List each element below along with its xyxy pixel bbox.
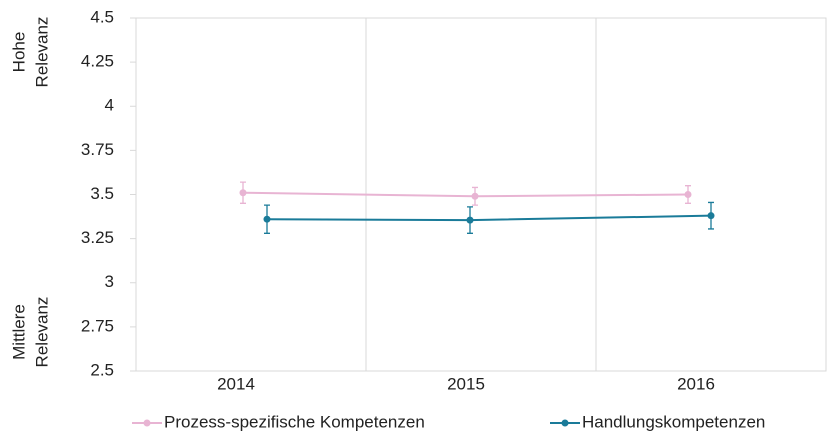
plot-frame xyxy=(135,17,827,372)
y-axis-label: Relevanz xyxy=(32,297,51,368)
legend-marker xyxy=(143,419,151,427)
line xyxy=(242,191,689,198)
line xyxy=(266,214,712,222)
y-tick-label: 3.75 xyxy=(81,140,114,159)
x-tick-label: 2016 xyxy=(677,374,715,393)
legend-label: Handlungskompetenzen xyxy=(582,412,765,431)
y-tick-label: 4.25 xyxy=(81,52,114,71)
point xyxy=(239,189,247,197)
y-tick-label: 4 xyxy=(105,96,114,115)
x-tick-label: 2015 xyxy=(447,374,485,393)
x-tick-label: 2014 xyxy=(217,374,255,393)
y-tick-label: 3.25 xyxy=(81,228,114,247)
point xyxy=(263,215,271,223)
point xyxy=(466,216,474,224)
legend-label: Prozess-spezifische Kompetenzen xyxy=(164,412,425,431)
point xyxy=(471,192,479,200)
y-axis-label: Hohe xyxy=(9,32,28,73)
y-tick-label: 3.5 xyxy=(90,184,114,203)
y-tick-label: 4.5 xyxy=(90,7,114,26)
legend-marker xyxy=(561,419,569,427)
y-tick-label: 3 xyxy=(105,272,114,291)
y-axis-label: Relevanz xyxy=(32,17,51,88)
series xyxy=(263,201,715,234)
point xyxy=(684,191,692,198)
y-axis-label: Mittlere xyxy=(9,304,28,360)
point xyxy=(707,212,715,220)
series xyxy=(239,181,692,206)
y-tick-label: 2.5 xyxy=(90,360,114,379)
y-tick-label: 2.75 xyxy=(81,316,114,335)
